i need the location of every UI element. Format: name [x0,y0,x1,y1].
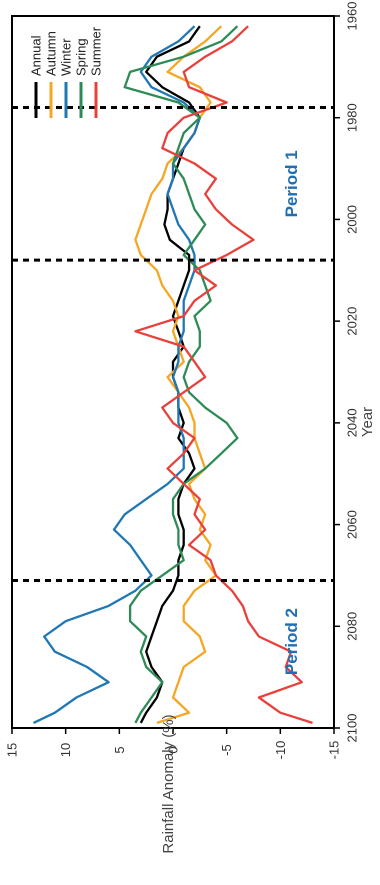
x-tick-label: 1980 [345,103,360,132]
x-tick-label: 2040 [345,408,360,437]
y-tick-label: 0 [166,746,181,753]
x-tick-label: 2080 [345,612,360,641]
series-line-spring [123,25,239,724]
series-line-autumn [134,25,223,724]
legend-label-summer: Summer [89,26,104,76]
x-axis-title: Year [359,407,376,437]
legend: Annual Autumn Winter Spring Summer [29,26,104,118]
legend-label-winter: Winter [59,38,74,76]
x-tick-label: 2100 [345,714,360,743]
x-tick-label: 2060 [345,510,360,539]
y-tick-label: 10 [58,743,73,757]
annotation-period-2: Period 2 [282,608,301,675]
legend-label-annual: Annual [29,35,44,76]
y-tick-label: -5 [219,744,234,756]
series-layer [33,25,313,724]
y-axis-title: Rainfall Anomaly (%) [160,714,177,853]
vline-layer [12,106,334,583]
tick-layer: 1960 1980 2000 2020 2040 2060 2080 2100 15 10 5 0 -5… [5,2,360,760]
x-tick-label: 1960 [345,2,360,31]
legend-label-spring: Spring [74,38,89,76]
y-tick-label: -10 [273,741,288,760]
y-tick-label: 5 [112,746,127,753]
x-tick-label: 2000 [345,205,360,234]
y-tick-label: -15 [327,741,342,760]
annotation-layer: Period 1 Period 2 [282,150,301,675]
legend-label-autumn: Autumn [44,31,59,76]
series-line-winter [33,25,201,724]
annotation-period-1: Period 1 [282,150,301,217]
y-tick-label: 15 [5,743,20,757]
series-line-summer [134,25,313,724]
x-tick-label: 2020 [345,307,360,336]
